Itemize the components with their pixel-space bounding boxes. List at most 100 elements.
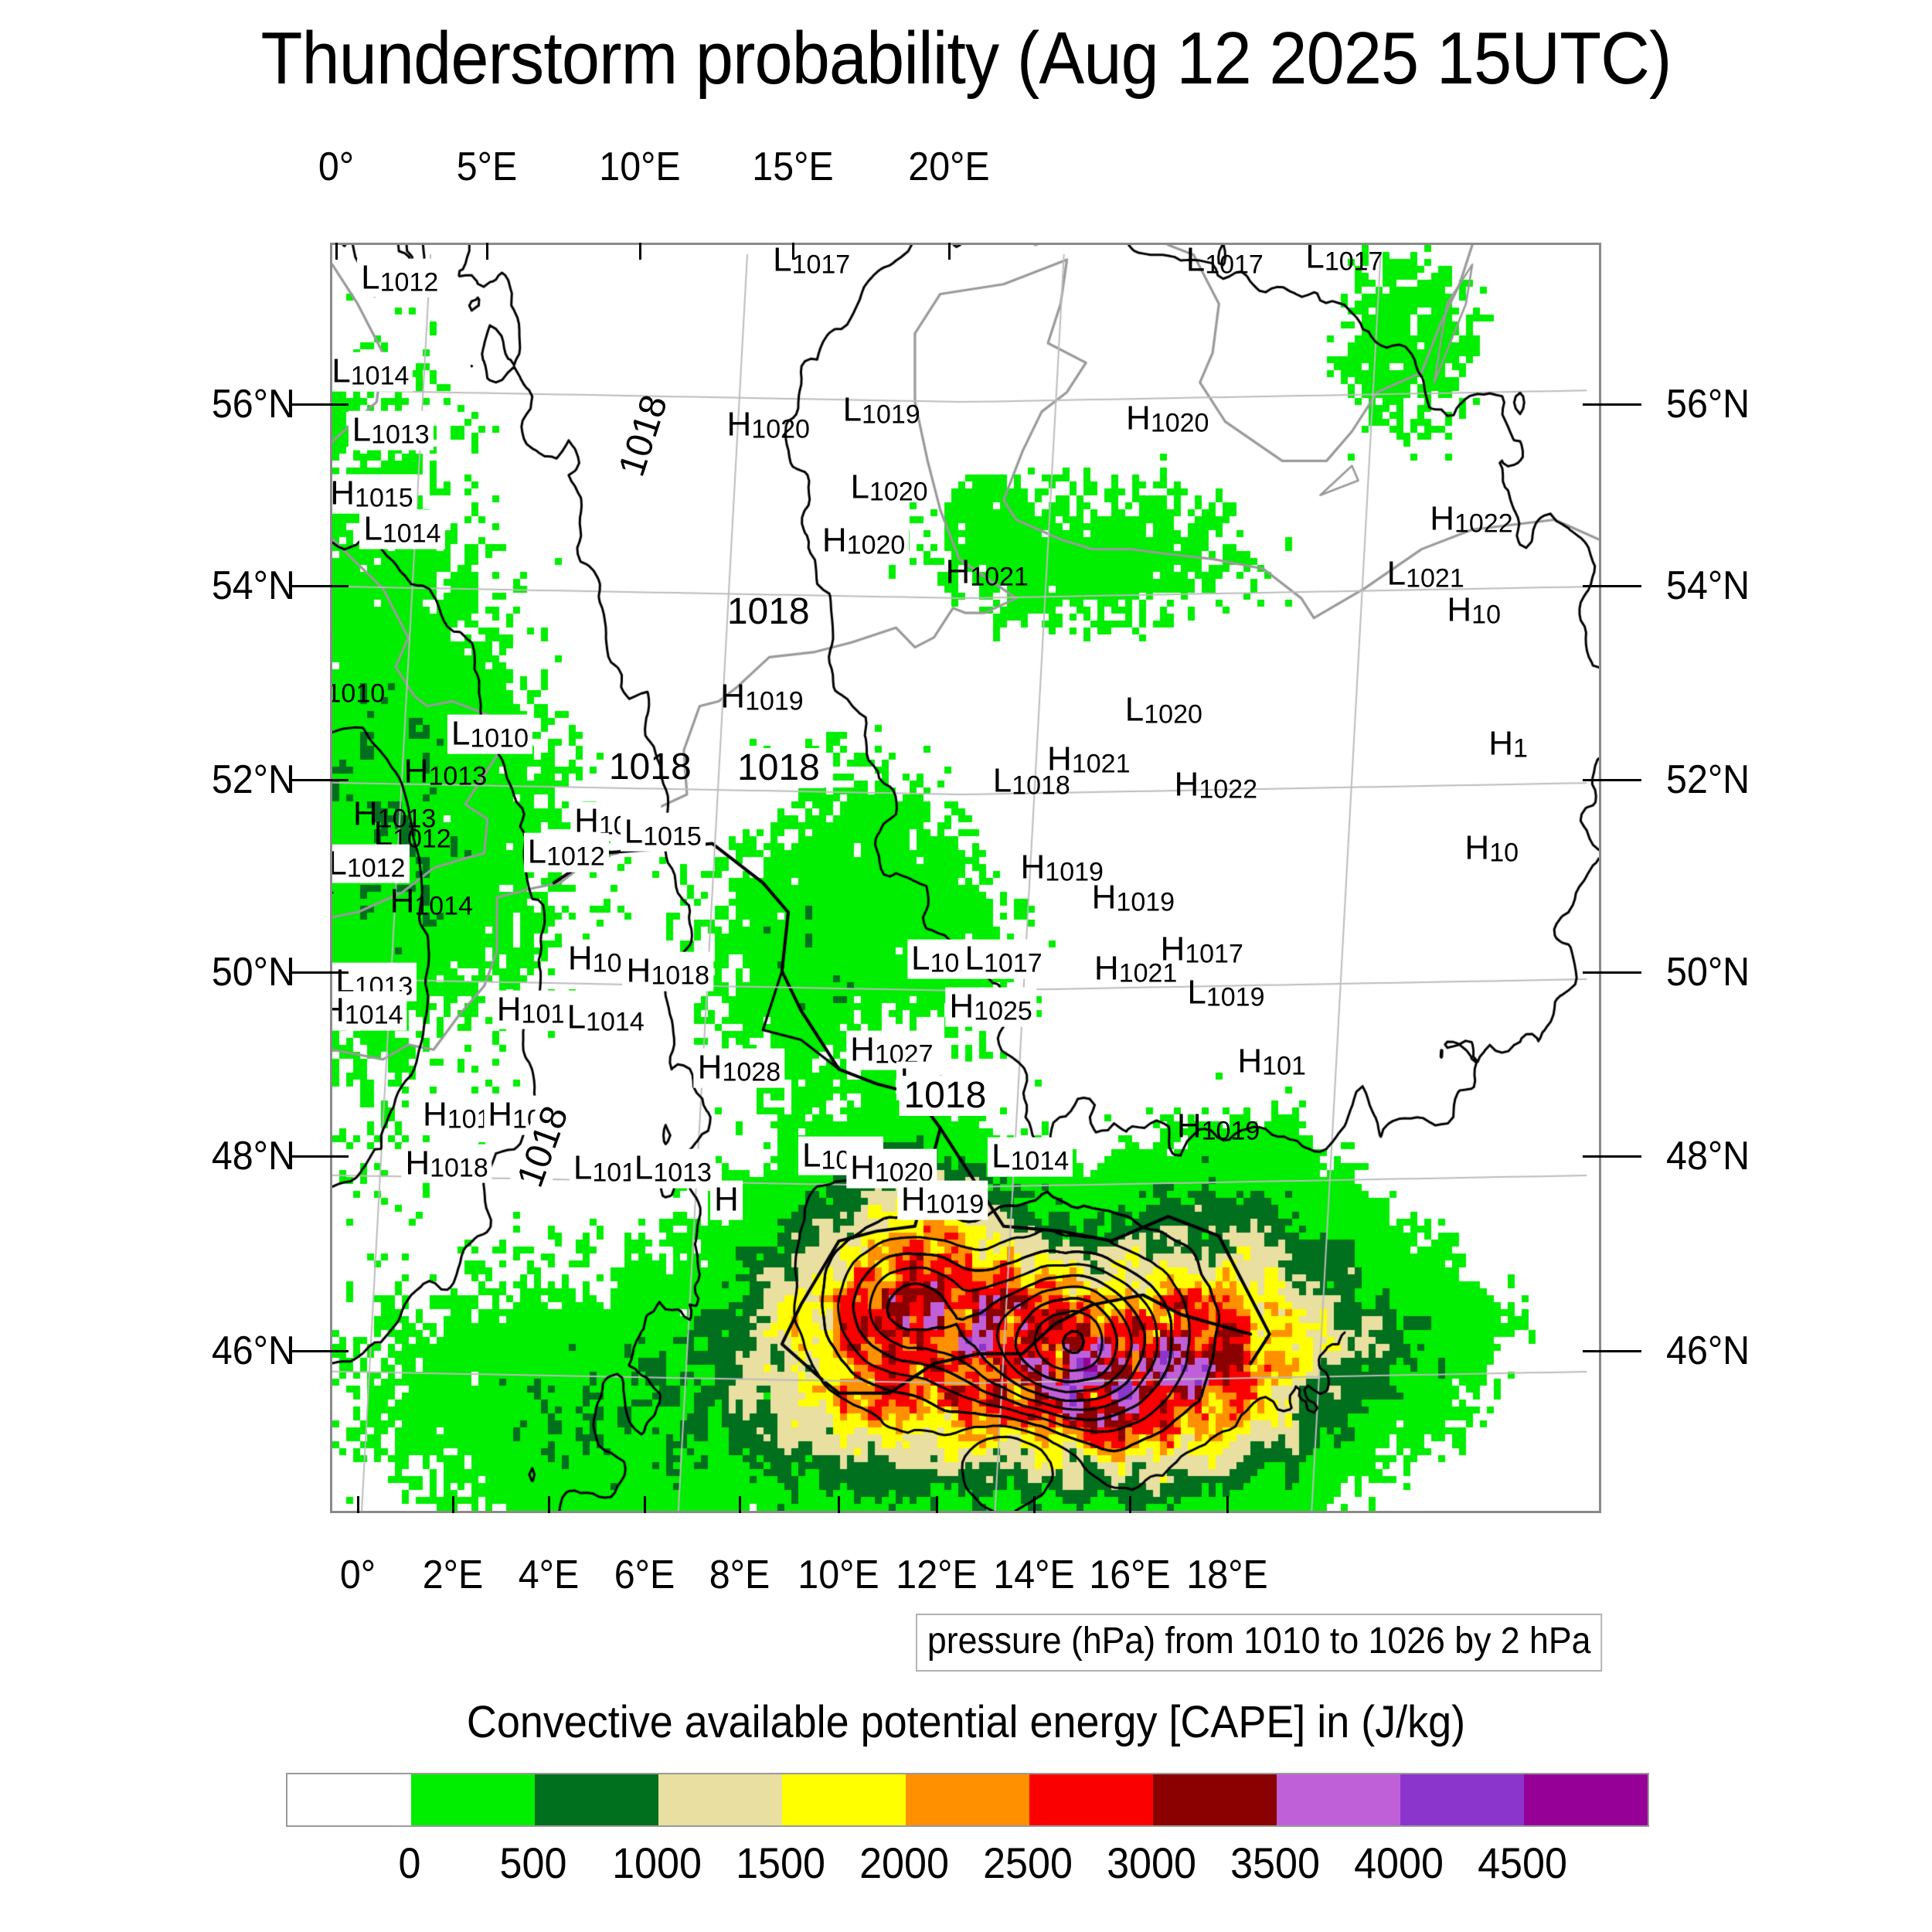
- pressure-center-value: 1013: [371, 420, 430, 450]
- axis-tick-label-bottom-8: 16°E: [1089, 1553, 1171, 1597]
- pressure-center-type: L: [842, 390, 862, 429]
- pressure-center-l-31: L1012: [523, 832, 609, 872]
- pressure-center-type: H: [697, 1048, 723, 1087]
- isobar-label-1018-3: 1018: [733, 748, 825, 789]
- colorbar-swatch-1[interactable]: [411, 1774, 535, 1825]
- pressure-center-h-40: H1021: [1094, 951, 1177, 986]
- pressure-center-l-30: L1015: [620, 812, 706, 852]
- axis-tick-mark-bottom-3: [644, 1496, 646, 1513]
- axis-tick-mark-bottom-9: [1226, 1496, 1229, 1513]
- pressure-center-l-2: L1013: [348, 410, 434, 451]
- pressure-contour-note: pressure (hPa) from 1010 to 1026 by 2 hP…: [916, 1614, 1603, 1672]
- pressure-center-h-32: H10: [1464, 831, 1519, 868]
- map-label-overlay: L1012 L1014 L1013 H1015 L1014 L1017 L1017 L1017…: [332, 245, 1599, 1511]
- pressure-center-type: L: [1386, 554, 1406, 593]
- colorbar-swatch-4[interactable]: [782, 1774, 906, 1825]
- colorbar-tick-4000: 4000: [1354, 1838, 1444, 1887]
- pressure-center-type: H: [1047, 740, 1072, 778]
- pressure-center-type: L: [992, 761, 1012, 800]
- axis-tick-dash-right-4: [1601, 1155, 1641, 1158]
- colorbar-swatch-5[interactable]: [906, 1774, 1029, 1825]
- pressure-center-value: 1021: [970, 562, 1029, 592]
- pressure-center-type: H: [1160, 930, 1185, 969]
- pressure-center-l-6: L1017: [1186, 245, 1264, 277]
- pressure-center-value: 1019: [1206, 982, 1265, 1012]
- pressure-center-l-18: L1010: [447, 714, 533, 754]
- axis-tick-mark-left-2: [330, 779, 349, 781]
- axis-tick-label-bottom-2: 4°E: [518, 1553, 580, 1597]
- pressure-center-type: L: [363, 509, 383, 548]
- pressure-center-type: H: [900, 1180, 926, 1219]
- pressure-center-type: H: [949, 988, 975, 1026]
- colorbar-tick-4500: 4500: [1478, 1838, 1567, 1887]
- pressure-center-type: L: [1124, 690, 1145, 729]
- pressure-center-h-24: H1: [1488, 726, 1528, 764]
- pressure-center-value: 1025: [974, 996, 1032, 1026]
- axis-tick-dash-right-5: [1601, 1350, 1641, 1352]
- pressure-center-type: L: [964, 939, 984, 978]
- axis-tick-dash-left-2: [290, 779, 330, 781]
- colorbar-swatch-9[interactable]: [1400, 1774, 1524, 1825]
- axis-tick-label-right-4: 48°N: [1666, 1134, 1750, 1179]
- pressure-center-type: L: [992, 1138, 1011, 1176]
- pressure-center-type: H: [1091, 878, 1117, 917]
- pressure-center-l-20: L1020: [1125, 692, 1202, 727]
- pressure-center-value: 1021: [1071, 749, 1131, 779]
- pressure-center-value: 1015: [355, 483, 413, 513]
- pressure-center-type: L: [773, 243, 792, 279]
- axis-tick-label-left-5: 46°N: [211, 1328, 295, 1373]
- pressure-center-value: 1017: [791, 250, 851, 280]
- pressure-center-h-19: H1019: [720, 679, 803, 714]
- pressure-center-type: H: [496, 990, 522, 1029]
- axis-tick-dash-right-0: [1601, 403, 1641, 406]
- pressure-center-value: 1018: [1012, 770, 1070, 801]
- colorbar-tick-2000: 2000: [859, 1838, 949, 1887]
- map-plot-area[interactable]: L1012 L1014 L1013 H1015 L1014 L1017 L1017 L1017…: [330, 243, 1601, 1513]
- axis-tick-dash-left-5: [290, 1350, 330, 1352]
- pressure-center-value: 1020: [846, 530, 906, 560]
- colorbar-swatch-2[interactable]: [535, 1774, 658, 1825]
- axis-tick-label-left-0: 56°N: [211, 382, 295, 427]
- pressure-center-l-7: L1017: [1305, 245, 1383, 277]
- axis-tick-mark-bottom-5: [838, 1496, 840, 1513]
- pressure-center-type: L: [850, 468, 869, 506]
- axis-tick-mark-top-2: [639, 243, 641, 260]
- colorbar-swatch-6[interactable]: [1029, 1774, 1153, 1825]
- pressure-center-h-52: H1019: [1177, 1109, 1260, 1144]
- pressure-center-value: 1: [1513, 733, 1528, 764]
- axis-tick-label-bottom-9: 18°E: [1186, 1553, 1268, 1597]
- colorbar-swatch-10[interactable]: [1524, 1774, 1648, 1825]
- pressure-center-type: H: [1430, 499, 1454, 538]
- axis-tick-mark-right-1: [1583, 585, 1601, 587]
- axis-tick-label-top-4: 20°E: [908, 145, 990, 189]
- pressure-center-value: 1014: [382, 519, 441, 549]
- pressure-center-value: 10: [1471, 600, 1502, 630]
- pressure-center-value: 1019: [1045, 856, 1104, 886]
- colorbar-tick-labels: 0 500 1000 1500 2000 2500 3000 3500 4000 4500: [286, 1838, 1646, 1892]
- colorbar-swatch-7[interactable]: [1153, 1774, 1277, 1825]
- pressure-center-value: 1014: [586, 1006, 645, 1036]
- pressure-center-value: 1017: [1324, 247, 1383, 277]
- pressure-center-value: 1017: [1185, 939, 1243, 969]
- pressure-center-h-41: H1017: [1160, 933, 1243, 968]
- axis-tick-label-top-2: 10°E: [599, 145, 681, 189]
- colorbar-tick-2500: 2500: [983, 1838, 1073, 1887]
- axis-tick-mark-top-4: [948, 243, 951, 260]
- pressure-center-type: L: [634, 1148, 654, 1187]
- cape-colorbar[interactable]: [286, 1773, 1649, 1827]
- colorbar-swatch-8[interactable]: [1277, 1774, 1400, 1825]
- colorbar-swatch-0[interactable]: [287, 1774, 411, 1825]
- pressure-center-value: 1010: [330, 679, 386, 709]
- axis-tick-dash-left-0: [290, 403, 330, 406]
- pressure-center-h-12: H1020: [818, 521, 910, 561]
- pressure-center-h-26: H1013: [353, 797, 436, 832]
- axis-tick-dash-right-2: [1601, 779, 1641, 781]
- pressure-center-type: H: [1020, 848, 1046, 886]
- pressure-center-h-53: H101: [418, 1095, 495, 1135]
- pressure-center-h-34: H1019: [1091, 878, 1175, 917]
- pressure-center-type: L: [352, 410, 372, 449]
- pressure-center-type: H: [1237, 1042, 1263, 1080]
- colorbar-swatch-3[interactable]: [658, 1774, 782, 1825]
- pressure-center-value: 10: [1489, 838, 1519, 868]
- axis-tick-mark-right-5: [1583, 1350, 1601, 1352]
